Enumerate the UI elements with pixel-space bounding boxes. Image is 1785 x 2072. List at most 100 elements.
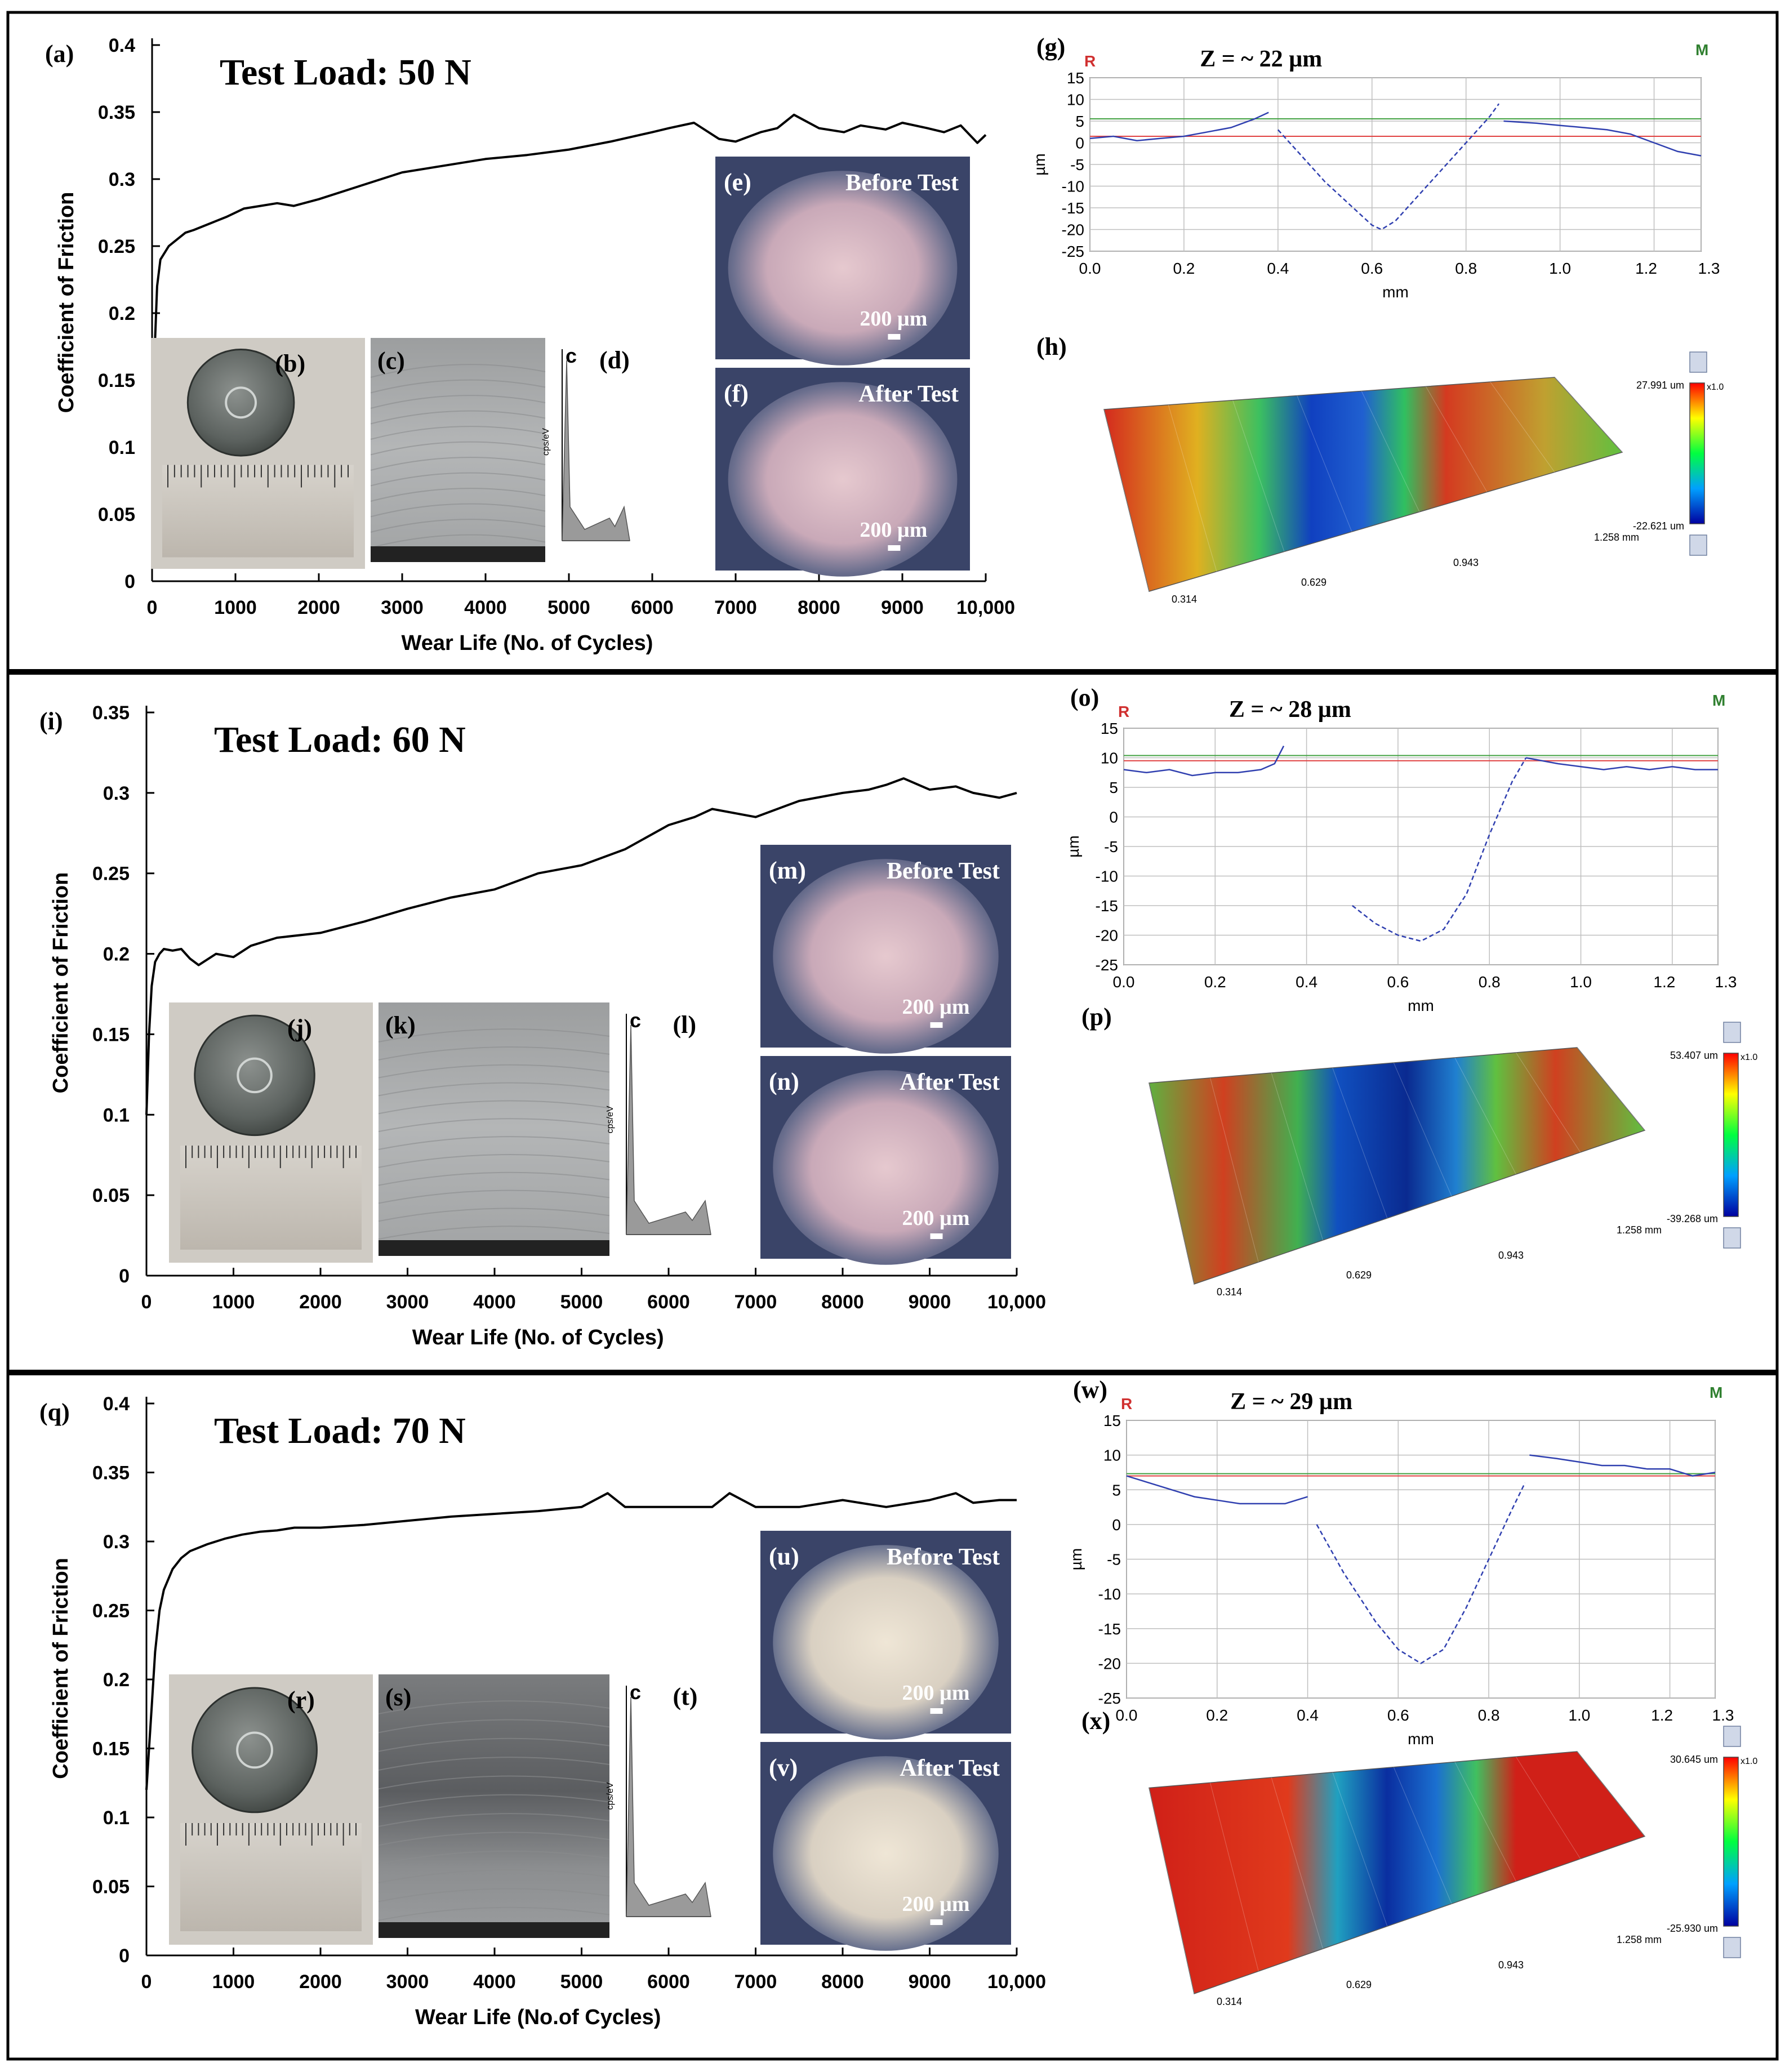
surface-mesh bbox=[1103, 377, 1623, 592]
micrograph-spot bbox=[728, 382, 958, 577]
sem-track bbox=[378, 1082, 610, 1097]
surface-max-label: 30.645 um bbox=[1670, 1754, 1718, 1765]
surface-gridline bbox=[1332, 1772, 1388, 1927]
profile-chart: -25 -20 -15 -10 -5 0 5 10 15 0.0 0.2 0.4 0.6 0.8 1.0 1.… bbox=[1067, 1376, 1734, 1748]
cof-y-tick-label: 0.2 bbox=[109, 303, 135, 324]
surface-zoom-up-button[interactable] bbox=[1723, 1022, 1741, 1043]
profile-y-tick-label: -20 bbox=[1062, 221, 1084, 239]
cof-y-tick-label: 0.25 bbox=[92, 863, 130, 885]
micrograph-after: (n) After Test 200 µm bbox=[760, 1056, 1011, 1265]
eds-carbon-label: c bbox=[630, 1009, 641, 1032]
surface-zoom-down-button[interactable] bbox=[1689, 534, 1707, 556]
cof-x-tick-label: 8000 bbox=[821, 1291, 864, 1313]
cof-y-tick-label: 0.15 bbox=[98, 370, 135, 391]
sem-track bbox=[370, 410, 546, 425]
profile-x-tick-label: 1.2 bbox=[1653, 973, 1675, 991]
sem-image: (c) bbox=[370, 338, 546, 562]
cof-x-tick-label: 1000 bbox=[212, 1291, 255, 1313]
sem-track bbox=[378, 1794, 610, 1808]
disk-hole bbox=[237, 1057, 273, 1094]
profile-y-tick-label: 15 bbox=[1067, 69, 1084, 87]
profile-x-tick-label: 0.8 bbox=[1479, 973, 1501, 991]
sem-track bbox=[370, 457, 546, 471]
sem-track bbox=[378, 1118, 610, 1133]
sem-track bbox=[378, 1775, 610, 1790]
profile-y-tick-label: -5 bbox=[1070, 156, 1084, 173]
panel-label-cof: (q) bbox=[39, 1398, 70, 1426]
surface-gridline bbox=[1516, 1052, 1581, 1153]
eds-carbon-label: c bbox=[566, 344, 577, 367]
cof-x-tick-label: 7000 bbox=[735, 1971, 777, 1993]
profile-M-marker: M bbox=[1695, 41, 1708, 59]
cof-x-tick-label: 9000 bbox=[881, 597, 924, 618]
cof-y-tick-label: 0.2 bbox=[103, 944, 130, 965]
scale-bar bbox=[888, 545, 901, 551]
cof-y-tick-label: 0.3 bbox=[103, 783, 130, 804]
sem-track bbox=[370, 364, 546, 378]
panel-label-cof: (i) bbox=[39, 707, 63, 735]
profile-x-tick-label: 0.8 bbox=[1455, 260, 1477, 277]
cof-x-tick-label: 10,000 bbox=[987, 1291, 1046, 1313]
profile-chart: -25 -20 -15 -10 -5 0 5 10 15 0.0 0.2 0.4 0.6 0.8 1.0 1.… bbox=[1031, 33, 1720, 301]
sem-track bbox=[378, 1207, 610, 1222]
profile-series-track bbox=[1352, 757, 1527, 942]
profile-x-tick-label: 1.3 bbox=[1712, 1706, 1734, 1724]
sem-track bbox=[378, 1046, 610, 1060]
sem-infobar bbox=[379, 1240, 609, 1256]
profile-series-right bbox=[1529, 1454, 1716, 1477]
micrograph-title: Before Test bbox=[887, 1544, 1000, 1570]
sem-track bbox=[378, 1869, 610, 1883]
profile-series-track bbox=[1277, 103, 1500, 230]
surface-zoom-up-button[interactable] bbox=[1723, 1726, 1741, 1747]
surface-max-label: 27.991 um bbox=[1636, 380, 1684, 391]
profile-x-tick-label: 1.3 bbox=[1715, 973, 1737, 991]
surface-max-label: 53.407 um bbox=[1670, 1050, 1718, 1061]
sem-track bbox=[378, 1757, 610, 1771]
cof-x-tick-label: 2000 bbox=[297, 597, 340, 618]
profile-y-tick-label: -25 bbox=[1062, 243, 1084, 260]
cof-y-tick-label: 0 bbox=[119, 1266, 130, 1287]
surface-zoom-label: x1.0 bbox=[1707, 382, 1724, 392]
cof-x-tick-label: 5000 bbox=[560, 1971, 603, 1993]
disk-photo: (r) bbox=[169, 1674, 373, 1945]
profile-x-unit: mm bbox=[1408, 997, 1434, 1014]
panel-group-1: 00.050.10.150.20.250.30.350.40 1000 2000 30… bbox=[45, 33, 1724, 655]
cof-x-tick-label: 6000 bbox=[647, 1291, 690, 1313]
eds-peaks bbox=[626, 1024, 711, 1235]
cof-x-tick-label: 4000 bbox=[473, 1291, 516, 1313]
panel-label-surface: (p) bbox=[1081, 1003, 1112, 1031]
surface-x-tick-label: 0.629 bbox=[1346, 1979, 1372, 1990]
micrograph-before: (e) Before Test 200 µm bbox=[715, 157, 970, 366]
surface-zoom-down-button[interactable] bbox=[1723, 1937, 1741, 1958]
surface-zoom-down-button[interactable] bbox=[1723, 1227, 1741, 1249]
profile-x-tick-label: 0.6 bbox=[1387, 1706, 1409, 1724]
profile-y-tick-label: -5 bbox=[1107, 1551, 1121, 1569]
eds-carbon-label: c bbox=[630, 1681, 641, 1704]
micrograph-title: After Test bbox=[900, 1755, 1000, 1781]
profile-x-unit: mm bbox=[1382, 283, 1409, 301]
profile-x-tick-label: 1.0 bbox=[1570, 973, 1592, 991]
profile-y-tick-label: -10 bbox=[1096, 868, 1118, 885]
profile-y-tick-label: 10 bbox=[1103, 1447, 1121, 1464]
surface-zoom-up-button[interactable] bbox=[1689, 351, 1707, 373]
cof-x-tick-label: 1000 bbox=[214, 597, 257, 618]
panel-label-eds: (l) bbox=[673, 1011, 697, 1039]
profile-y-tick-label: -10 bbox=[1098, 1585, 1121, 1603]
profile-x-tick-label: 1.2 bbox=[1635, 260, 1657, 277]
eds-spectrum: c (l) cps/eV bbox=[606, 1009, 711, 1235]
cof-x-tick-label: 0 bbox=[141, 1291, 152, 1313]
cof-y-tick-label: 0.1 bbox=[103, 1807, 130, 1829]
profile-series-right bbox=[1525, 757, 1718, 770]
scale-bar-label: 200 µm bbox=[860, 518, 927, 542]
cof-x-label: Wear Life (No. of Cycles) bbox=[402, 631, 653, 655]
profile-y-tick-label: 0 bbox=[1075, 135, 1084, 152]
panel-label-profile: (o) bbox=[1070, 684, 1099, 711]
panel-label-sem: (c) bbox=[377, 347, 405, 375]
panel-label-surface: (x) bbox=[1081, 1707, 1110, 1735]
eds-peaks bbox=[562, 360, 630, 541]
profile-x-tick-label: 1.2 bbox=[1651, 1706, 1673, 1724]
separator-1 bbox=[8, 669, 1777, 675]
sem-track bbox=[378, 1189, 610, 1204]
